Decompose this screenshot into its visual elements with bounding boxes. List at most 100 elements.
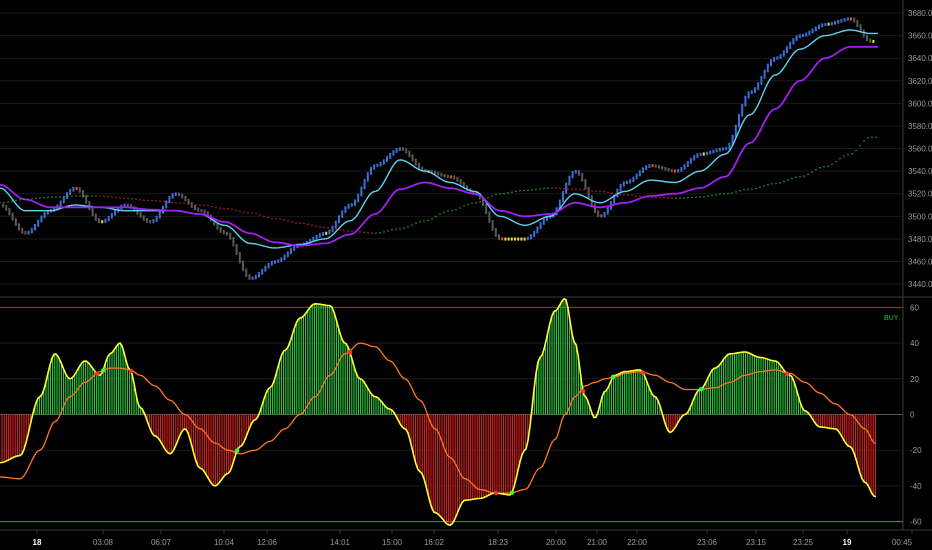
crossover-marker [234,448,240,454]
renko-brick [702,152,705,156]
renko-brick [498,234,500,241]
renko-brick [142,215,145,221]
renko-brick [386,156,388,163]
oscillator-line [0,297,877,527]
long-moving-average-dot [839,157,841,160]
long-moving-average-dot [667,197,669,199]
renko-brick [146,218,148,223]
long-moving-average-dot [203,204,205,207]
long-moving-average-dot [823,165,825,168]
renko-brick [818,24,820,30]
renko-brick [734,124,737,138]
renko-brick [107,215,110,222]
renko-brick [571,170,574,179]
long-moving-average-dot [599,190,601,193]
renko-brick [11,212,14,221]
renko-brick [850,17,852,21]
long-moving-average-dot [375,232,377,235]
long-moving-average-dot [195,204,197,206]
long-moving-average-dot [579,188,581,191]
long-moving-average-dot [179,202,181,204]
long-moving-average-dot [459,207,461,209]
renko-brick [248,274,251,280]
long-moving-average-dot [359,231,361,233]
renko-brick [613,194,616,204]
renko-brick [754,87,756,93]
renko-brick [34,223,36,231]
long-moving-average-dot [807,173,809,176]
long-moving-average-dot [71,195,73,197]
price-tick-label: 3580.0 [908,122,932,131]
long-moving-average-dot [55,196,57,198]
renko-brick [827,22,830,26]
renko-brick [770,59,772,67]
renko-brick [315,234,318,240]
renko-brick [648,164,651,168]
long-moving-average-dot [135,198,137,200]
renko-brick [773,56,776,62]
long-moving-average-dot [75,195,77,197]
moving-averages [0,29,878,249]
renko-brick [363,178,366,190]
long-moving-average-dot [399,227,401,230]
long-moving-average-dot [3,201,5,204]
long-moving-average-dot [623,194,625,196]
renko-brick [520,237,523,241]
renko-brick [158,211,161,219]
renko-brick [606,207,609,215]
long-moving-average-dot [651,196,653,198]
long-moving-average-dot [583,189,585,191]
long-moving-average-dot [11,200,13,202]
renko-brick [373,164,376,170]
long-moving-average-dot [871,136,873,139]
renko-brick [280,257,283,263]
long-moving-average-dot [535,188,537,191]
long-moving-average-dot [219,207,221,209]
long-moving-average-dot [411,224,413,226]
renko-brick [18,223,20,231]
renko-brick [251,276,254,280]
renko-brick [450,175,452,179]
renko-brick [786,46,788,54]
long-moving-average-dot [455,208,457,211]
renko-brick [171,193,174,199]
fast-moving-average-line [0,29,878,249]
long-moving-average-dot [715,193,717,196]
long-moving-average-dot [211,205,213,208]
renko-brick [680,167,683,172]
renko-brick [258,272,260,278]
renko-brick [715,148,718,153]
renko-brick [261,268,264,275]
long-moving-average-dot [611,192,613,194]
renko-brick [683,164,686,170]
time-tick-label: 22:00 [627,538,648,547]
long-moving-average-dot [663,196,665,199]
long-moving-average-dot [163,201,165,203]
long-moving-average-dot [771,183,773,185]
renko-brick [62,196,65,204]
renko-brick [443,173,446,178]
price-tick-label: 3460.0 [908,258,932,267]
long-moving-average-dot [507,192,509,194]
long-moving-average-dot [587,189,589,192]
crossover-marker [509,490,515,495]
long-moving-average-dot [499,192,501,195]
renko-brick [174,192,177,196]
renko-brick [462,181,465,188]
renko-brick [238,252,241,264]
long-moving-average-dot [539,188,541,190]
renko-brick [690,157,692,164]
renko-brick [30,227,33,234]
long-moving-average-dot [567,188,569,190]
renko-brick [325,231,328,235]
long-moving-average-dot [767,183,769,186]
renko-brick [670,168,673,173]
long-moving-average-dot [351,230,353,232]
long-moving-average-dot [243,211,245,214]
long-moving-average-dot [547,187,549,189]
renko-brick [168,196,171,204]
renko-brick [757,82,760,90]
long-moving-average-dot [371,232,373,234]
long-moving-average-dot [247,212,249,214]
long-moving-average-dot [835,160,837,163]
